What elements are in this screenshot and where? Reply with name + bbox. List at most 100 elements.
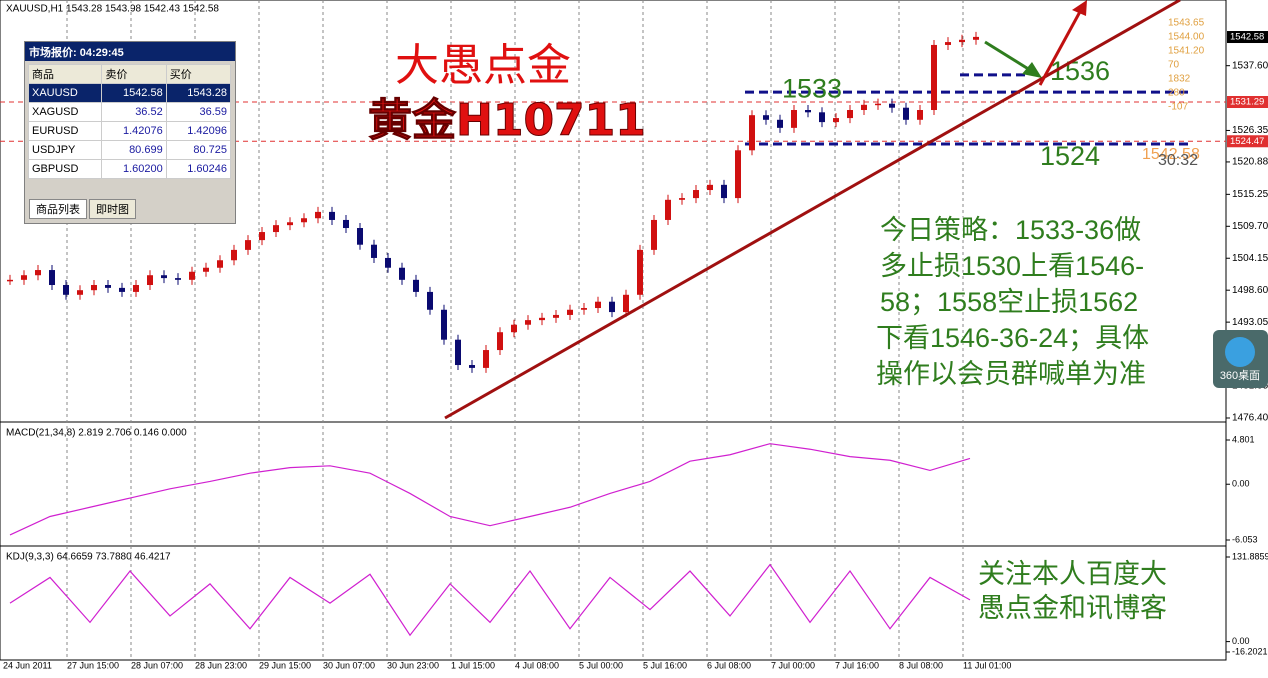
candle-body — [245, 240, 251, 250]
candle-body — [581, 308, 587, 310]
info-value: 1832 — [1168, 74, 1191, 85]
follow-line: 愚点金和讯博客 — [978, 593, 1167, 623]
candle-body — [147, 275, 153, 286]
candle-body — [763, 115, 769, 120]
y-tick-label: 1504.15 — [1232, 253, 1268, 264]
window-title: 市场报价: 04:29:45 — [25, 42, 235, 61]
quote-row[interactable]: USDJPY 80.699 80.725 — [27, 140, 232, 160]
widget-icon — [1225, 337, 1255, 367]
candle-body — [175, 278, 181, 280]
market-watch[interactable]: 市场报价: 04:29:45 商品 卖价 买价 XAUUSD 1542.58 1543.2… — [24, 41, 236, 224]
quote-row[interactable]: XAGUSD 36.52 36.59 — [27, 102, 232, 122]
brand: 大愚点金 — [395, 40, 571, 91]
quote-price: 36.59 — [165, 102, 232, 122]
candle-body — [315, 211, 321, 219]
quote-price: 1543.28 — [165, 83, 232, 103]
tab[interactable]: 商品列表 — [29, 199, 87, 219]
x-tick-label: 6 Jul 08:00 — [707, 660, 751, 670]
quote-row[interactable]: EURUSD 1.42076 1.42096 — [27, 121, 232, 141]
x-tick-label: 24 Jun 2011 — [3, 660, 52, 670]
quote-price: 80.699 — [101, 140, 167, 160]
candle-body — [35, 270, 41, 276]
candle-body — [455, 339, 461, 366]
y-tick-label: -6.053 — [1232, 534, 1258, 544]
candle-body — [7, 279, 13, 282]
follow-line: 关注本人百度大 — [978, 559, 1167, 589]
candle-body — [791, 110, 797, 128]
y-tick-label: -16.2021 — [1232, 646, 1268, 656]
arrow — [1038, 7, 1084, 86]
arrow — [984, 40, 1031, 72]
y-tick-label: 1515.25 — [1232, 189, 1268, 200]
candle-body — [567, 309, 573, 315]
widget-label: 360桌面 — [1220, 369, 1260, 382]
x-tick-label: 1 Jul 15:00 — [451, 660, 495, 670]
macd-line — [9, 443, 971, 536]
candle-body — [833, 118, 839, 123]
candle-body — [21, 275, 27, 280]
y-tick-label: 1476.40 — [1232, 413, 1268, 424]
candle-body — [399, 267, 405, 280]
x-tick-label: 27 Jun 15:00 — [67, 660, 119, 670]
x-tick-label: 5 Jul 16:00 — [643, 660, 687, 670]
quote-price: 1.42096 — [165, 121, 232, 141]
info-value: -107 — [1168, 102, 1188, 113]
candle-body — [273, 225, 279, 233]
y-tick-label: 1526.35 — [1232, 125, 1268, 136]
y-tick-label: 0.00 — [1232, 636, 1250, 646]
code: 黄金H10711 — [368, 95, 646, 146]
x-tick-label: 8 Jul 08:00 — [899, 660, 943, 670]
x-tick-label: 28 Jun 07:00 — [131, 660, 183, 670]
candle-body — [189, 271, 195, 280]
candle-body — [301, 218, 307, 223]
candle-body — [133, 285, 139, 292]
quote-price: 1.60200 — [101, 159, 167, 179]
candle-body — [497, 332, 503, 351]
symbol: GBPUSD — [27, 159, 103, 179]
candle-body — [693, 190, 699, 199]
price-tag: 1542.58 — [1142, 146, 1200, 163]
column-header: 卖价 — [101, 64, 167, 84]
candle-body — [889, 103, 895, 108]
price-tag-label: 1531.29 — [1230, 97, 1264, 108]
candle-body — [119, 287, 125, 292]
x-tick-label: 29 Jun 15:00 — [259, 660, 311, 670]
candle-body — [847, 110, 853, 119]
column-header: 商品 — [27, 64, 103, 84]
macd-title: MACD(21,34,8) 2.819 2.706 0.146 0.000 — [6, 428, 187, 439]
candle-body — [77, 290, 83, 295]
candle-body — [525, 320, 531, 325]
candle-body — [469, 365, 475, 368]
info-value: 70 — [1168, 60, 1180, 71]
candle-body — [973, 36, 979, 40]
candle-body — [105, 285, 111, 288]
candle-body — [511, 324, 517, 333]
price-tag-label: 1524.47 — [1230, 136, 1264, 147]
arrow-head — [1072, 0, 1087, 16]
candle-body — [217, 260, 223, 268]
column-header: 买价 — [165, 64, 232, 84]
candle-body — [679, 198, 685, 200]
x-tick-label: 7 Jul 16:00 — [835, 660, 879, 670]
y-tick-label: 1509.70 — [1232, 221, 1268, 232]
tab[interactable]: 即时图 — [89, 199, 136, 219]
kdj-title: KDJ(9,3,3) 64.6659 73.7880 46.4217 — [6, 552, 171, 563]
quote-row[interactable]: GBPUSD 1.60200 1.60246 — [27, 159, 232, 179]
candle-body — [63, 285, 69, 295]
candle-body — [959, 39, 965, 43]
y-tick-label: 1520.88 — [1232, 157, 1268, 168]
symbol: EURUSD — [27, 121, 103, 141]
arrow-head — [1022, 62, 1042, 78]
price-tag-bg — [1227, 96, 1268, 109]
candle-body — [651, 219, 657, 250]
candle-body — [483, 350, 489, 368]
trend-line — [444, 0, 1181, 420]
quote-table: 商品 卖价 买价 XAUUSD 1542.58 1543.28 XAGUSD 36.52 36.… — [27, 64, 232, 179]
level-label: 1533 — [782, 73, 842, 103]
symbol: XAGUSD — [27, 102, 103, 122]
quote-price: 80.725 — [165, 140, 232, 160]
kdj-line — [9, 563, 971, 637]
candle-body — [637, 249, 643, 295]
candle-body — [805, 110, 811, 113]
quote-row[interactable]: XAUUSD 1542.58 1543.28 — [27, 83, 232, 103]
